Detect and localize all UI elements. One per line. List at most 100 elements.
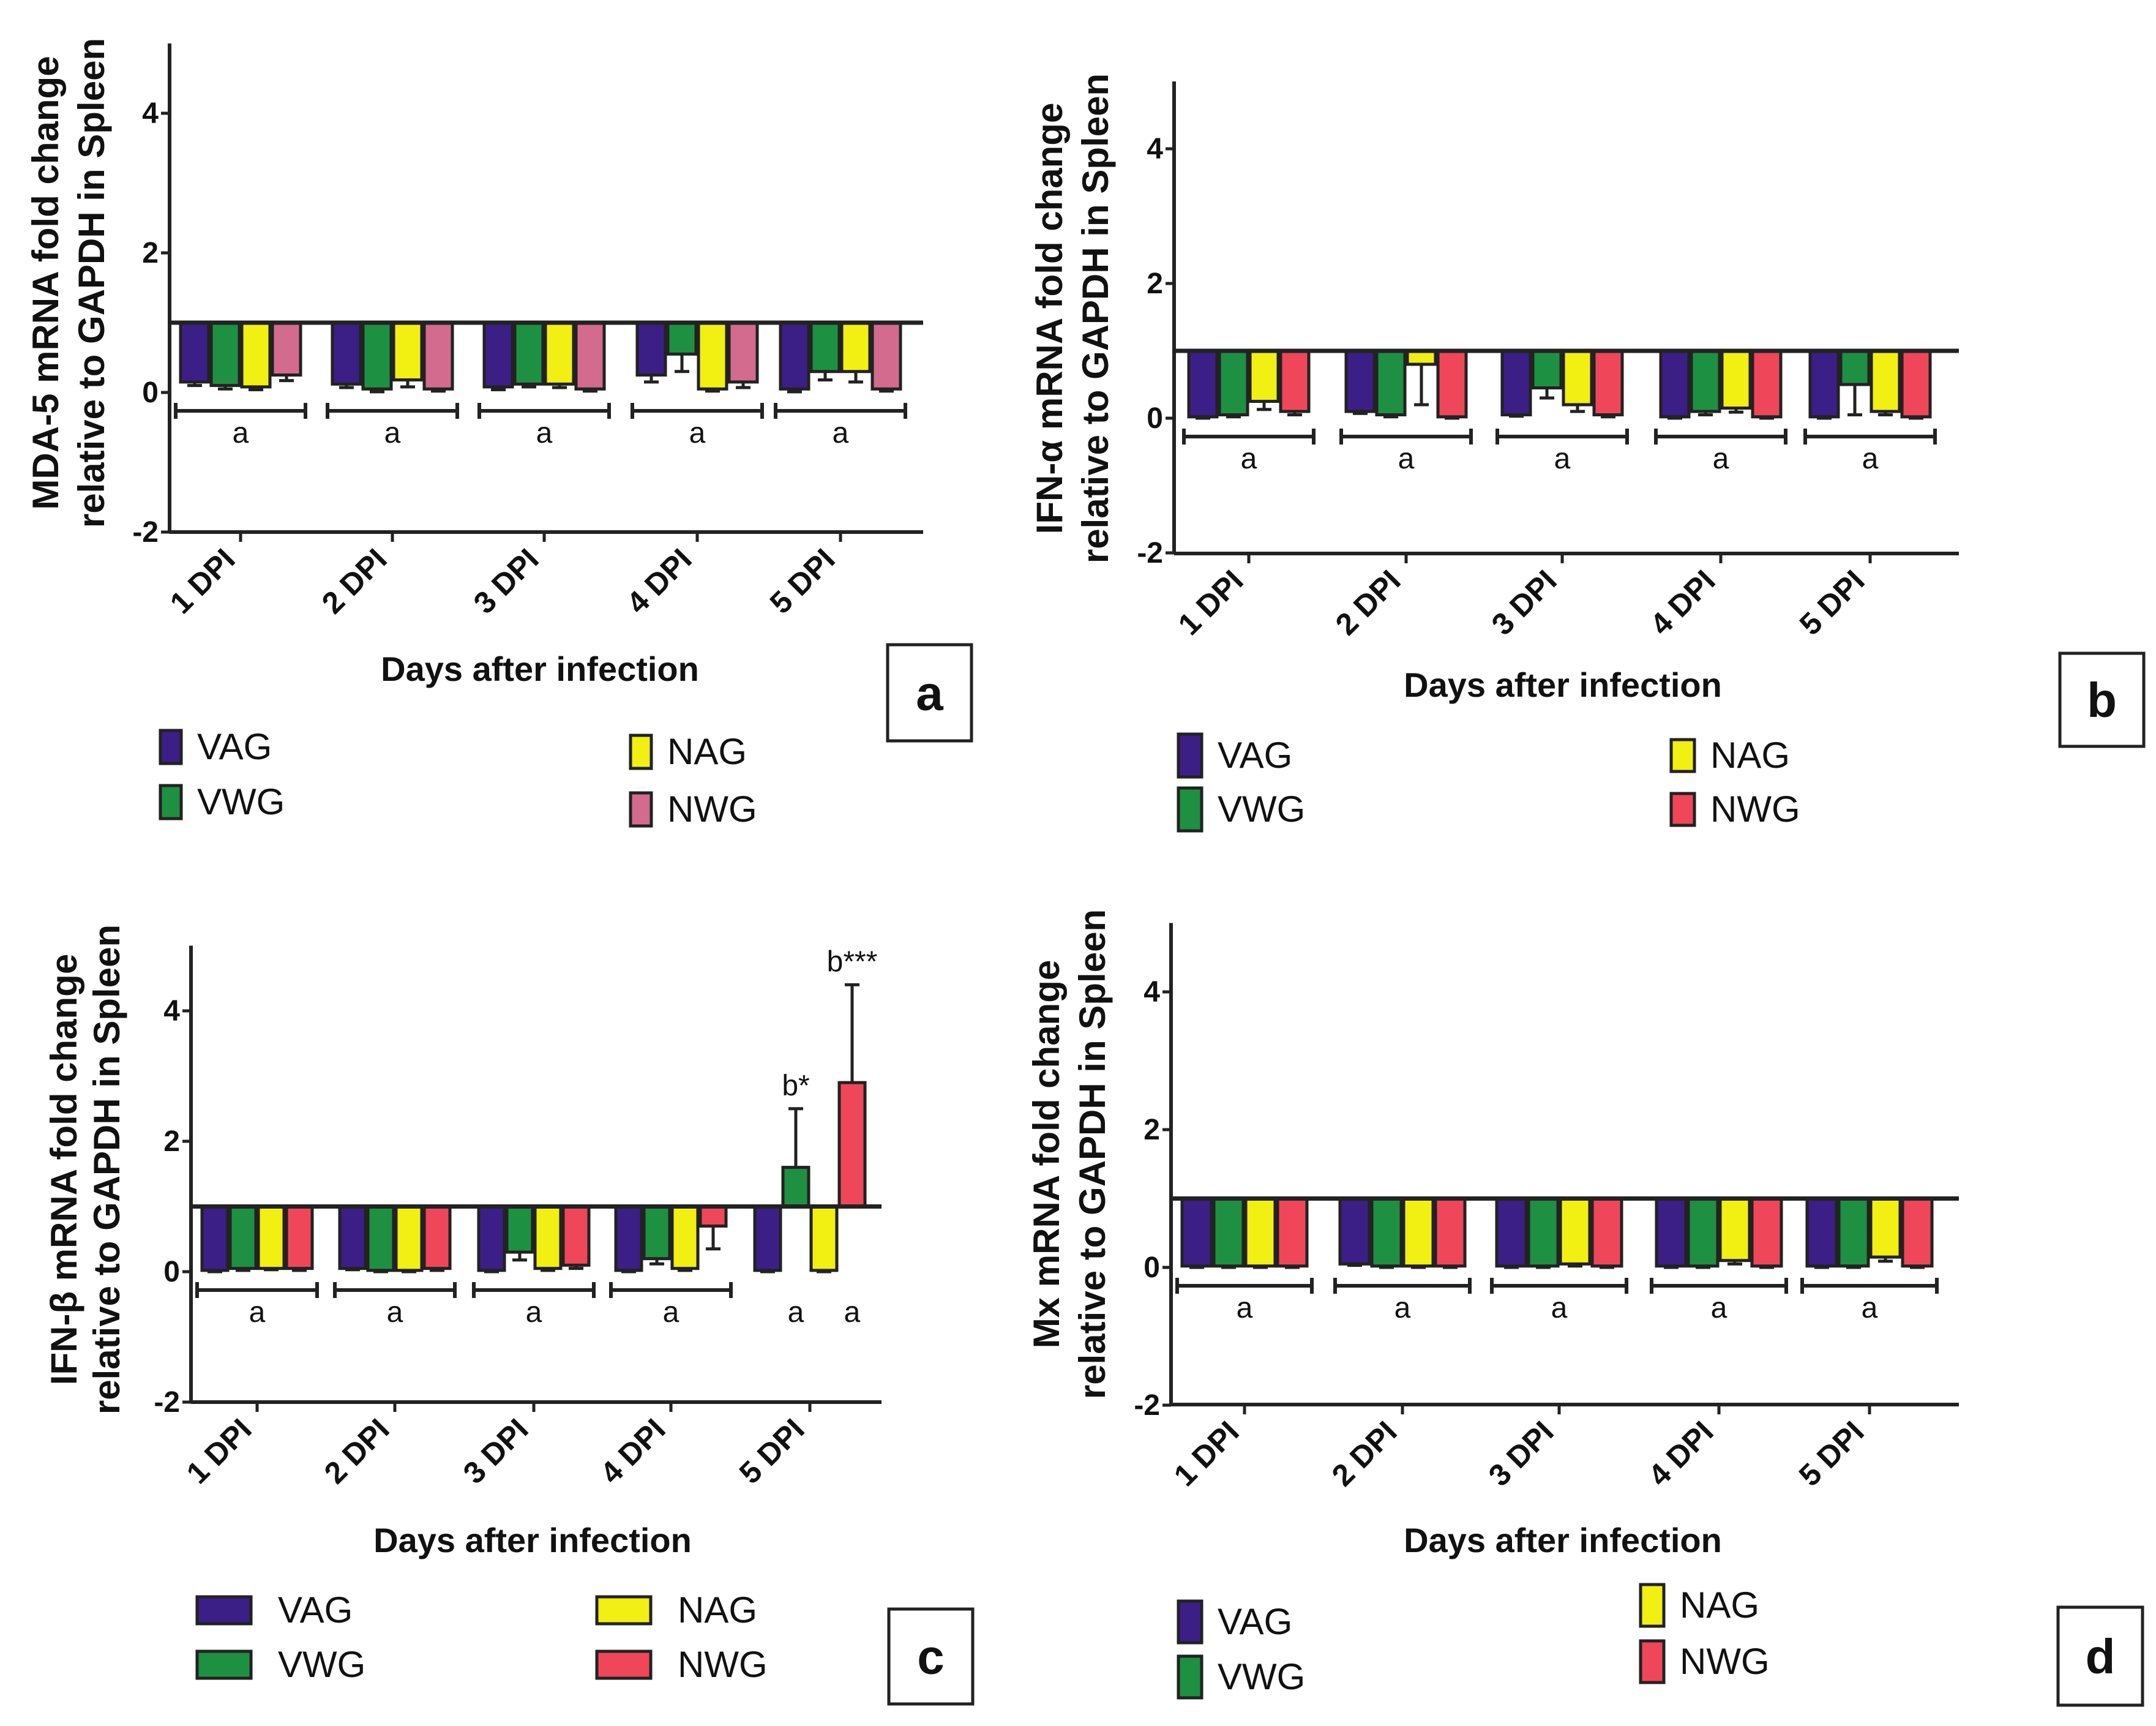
y-axis-label: IFN-β mRNA fold change	[43, 954, 84, 1385]
y-axis-label: relative to GAPDH in Spleen	[1072, 909, 1113, 1399]
bar-nag	[1562, 349, 1593, 407]
bar-nwg	[422, 1205, 452, 1270]
bar-nwg	[1901, 1197, 1934, 1268]
panel-label-box	[887, 1607, 975, 1706]
legend-swatch-vwg	[159, 784, 183, 820]
bar-vwg	[228, 1205, 258, 1270]
bar-vwg	[666, 321, 698, 356]
bar-vag	[1808, 349, 1840, 419]
legend-label: VWG	[278, 1644, 365, 1685]
bar-vag	[1805, 1197, 1838, 1268]
legend-swatch-vag	[1177, 1599, 1203, 1645]
bar-vag	[1344, 349, 1376, 413]
bar-vag	[331, 321, 362, 386]
x-tick-label: 2 DPI	[1325, 1414, 1404, 1493]
bar-vag	[1500, 349, 1532, 416]
significance-annotation: b***	[827, 945, 878, 978]
x-tick-label: 2 DPI	[318, 1412, 396, 1490]
legend-swatch-vwg	[195, 1649, 253, 1680]
x-tick-label: 2 DPI	[315, 542, 394, 620]
bar-vag	[1180, 1197, 1213, 1268]
legend-label: VAG	[1218, 735, 1292, 776]
x-tick-label: 4 DPI	[1642, 1414, 1720, 1493]
bar-vag	[1659, 349, 1691, 419]
bar-vwg	[1686, 1197, 1720, 1268]
bar-vwg	[1690, 349, 1721, 413]
y-tick-label: 0	[1144, 1251, 1160, 1284]
bar-vwg	[1375, 349, 1407, 416]
x-tick-label: 5 DPI	[733, 1412, 811, 1490]
bar-vag	[200, 1205, 230, 1272]
y-tick-label: 2	[1144, 1114, 1160, 1146]
legend-swatch-vag	[159, 729, 183, 765]
legend-swatch-vag	[1177, 732, 1203, 779]
bar-vwg	[642, 1205, 672, 1261]
bar-vwg	[366, 1205, 395, 1272]
group-label: a	[833, 417, 849, 449]
bar-nag	[1402, 1197, 1435, 1268]
group-label: a	[233, 417, 249, 449]
group-label: a	[384, 417, 401, 449]
x-axis-title: Days after infection	[373, 1521, 692, 1559]
bar-nag	[1248, 349, 1280, 403]
y-tick-label: 0	[1147, 402, 1163, 435]
bar-nag	[392, 321, 424, 381]
bar-vwg	[1370, 1197, 1403, 1268]
x-tick-label: 1 DPI	[1172, 563, 1250, 642]
bar-nwg	[561, 1205, 591, 1267]
bar-nwg	[1434, 1197, 1467, 1268]
y-axis-label: IFN-α mRNA fold change	[1029, 103, 1070, 535]
group-label: a	[689, 417, 706, 449]
bar-nag	[1869, 1197, 1902, 1259]
x-tick-label: 2 DPI	[1329, 563, 1407, 642]
bar-nag	[1244, 1197, 1277, 1268]
bar-nag	[840, 321, 872, 373]
y-axis-label: MDA-5 mRNA fold change	[25, 56, 66, 509]
bar-vwg	[513, 321, 545, 386]
x-tick-label: 1 DPI	[180, 1412, 258, 1490]
bar-vag	[753, 1205, 782, 1272]
bar-nwg	[1276, 1197, 1309, 1268]
group-label: a	[1551, 1292, 1568, 1324]
y-tick-label: 4	[1144, 976, 1160, 1008]
x-tick-label: 5 DPI	[1793, 563, 1871, 642]
bar-nwg	[285, 1205, 314, 1270]
bar-nwg	[1436, 349, 1468, 419]
legend-swatch-vag	[195, 1595, 253, 1626]
bar-vwg	[209, 321, 241, 388]
bar-vwg	[505, 1205, 534, 1254]
x-tick-label: 3 DPI	[467, 542, 545, 620]
bar-nag	[1870, 349, 1901, 413]
legend-swatch-vwg	[1177, 1654, 1203, 1700]
significance-annotation: b*	[782, 1070, 809, 1102]
legend-label: NWG	[667, 789, 757, 830]
legend-swatch-nag	[629, 734, 653, 770]
legend-swatch-nag	[1639, 1583, 1666, 1628]
bar-vag	[1655, 1197, 1688, 1268]
y-tick-label: 4	[163, 995, 180, 1027]
bar-vag	[614, 1205, 643, 1272]
bar-vwg	[1212, 1197, 1245, 1268]
y-tick-label: 4	[1147, 133, 1163, 165]
legend-label: NAG	[667, 731, 747, 772]
bar-vag	[338, 1205, 367, 1270]
bar-nwg	[1590, 1197, 1623, 1268]
x-axis-title: Days after infection	[1404, 1521, 1722, 1559]
bar-nag	[240, 321, 272, 389]
y-tick-label: -2	[1137, 537, 1163, 569]
bar-vwg	[1527, 1197, 1560, 1268]
x-axis-title: Days after infection	[1404, 666, 1722, 704]
panel-label: a	[916, 666, 943, 721]
panel-b: -2 0 2 4 IFN-α mRNA fold change relative to G…	[1029, 73, 2146, 833]
group-label: a	[249, 1296, 266, 1329]
bar-vwg	[809, 321, 841, 373]
bar-vag	[1495, 1197, 1528, 1268]
y-tick-label: 2	[163, 1125, 180, 1158]
bar-nwg	[574, 321, 606, 391]
bar-vag	[477, 1205, 506, 1272]
y-tick-label: -2	[154, 1386, 180, 1419]
bar-nwg	[1592, 349, 1624, 416]
panel-label: d	[2086, 1629, 2116, 1684]
y-axis-label: Mx mRNA fold change	[1026, 960, 1067, 1348]
group-label: a	[1862, 443, 1879, 475]
